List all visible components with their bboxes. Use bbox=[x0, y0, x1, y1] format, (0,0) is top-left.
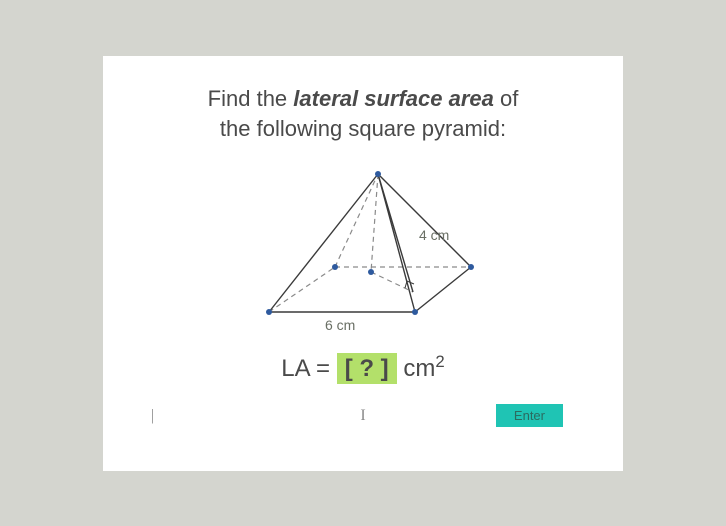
question-line-1: Find the lateral surface area of bbox=[123, 86, 603, 112]
slant-label: 4 cm bbox=[419, 227, 449, 243]
formula-row: LA = [ ? ] cm2 bbox=[123, 352, 603, 383]
formula-exp: 2 bbox=[435, 352, 444, 371]
text-cursor-icon: I bbox=[360, 407, 365, 425]
answer-placeholder[interactable]: [ ? ] bbox=[337, 353, 397, 384]
question-card: Find the lateral surface area of the fol… bbox=[103, 56, 623, 471]
enter-button[interactable]: Enter bbox=[496, 404, 563, 427]
base-label: 6 cm bbox=[325, 317, 355, 333]
pyramid-svg: 4 cm 6 cm bbox=[233, 162, 493, 342]
pyramid-diagram: 4 cm 6 cm bbox=[123, 162, 603, 342]
bottom-row: | I Enter bbox=[123, 401, 603, 431]
formula-unit: cm bbox=[397, 355, 436, 382]
question-pre: Find the bbox=[208, 86, 294, 111]
question-line-2: the following square pyramid: bbox=[123, 116, 603, 142]
caret-icon: | bbox=[151, 407, 154, 425]
question-post: of bbox=[494, 86, 518, 111]
question-emphasis: lateral surface area bbox=[293, 86, 494, 111]
formula-lhs: LA = bbox=[281, 355, 336, 382]
